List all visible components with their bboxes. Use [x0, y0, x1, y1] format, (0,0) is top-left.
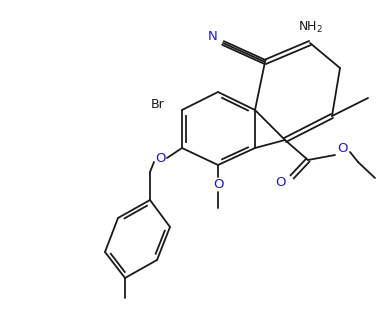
Text: O: O: [155, 151, 165, 165]
Text: Br: Br: [151, 99, 165, 112]
Text: NH$_2$: NH$_2$: [298, 20, 322, 35]
Text: O: O: [338, 142, 348, 155]
Text: N: N: [208, 30, 218, 43]
Text: O: O: [213, 179, 223, 192]
Text: O: O: [275, 177, 285, 189]
